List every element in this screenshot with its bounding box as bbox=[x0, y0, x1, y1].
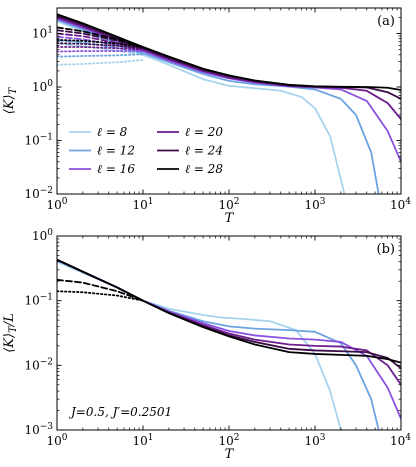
x-tick-label: 100 bbox=[46, 197, 67, 212]
y-tick-label: 10−1 bbox=[24, 133, 53, 148]
x-axis-label: T bbox=[225, 211, 235, 226]
x-tick-label: 101 bbox=[132, 433, 153, 448]
legend: ℓ = 8 ℓ = 12 ℓ = 16 ℓ = 20 ℓ = 24 ℓ = 28 bbox=[69, 125, 223, 176]
series-line-dotted-11 bbox=[57, 46, 144, 51]
x-tick-label: 101 bbox=[132, 197, 153, 212]
series-line-solid-5 bbox=[57, 258, 401, 364]
series-line-dashed-6 bbox=[57, 278, 144, 302]
series-group bbox=[57, 13, 401, 194]
legend-label: ℓ = 12 bbox=[97, 144, 135, 158]
panel-label: (a) bbox=[377, 14, 395, 29]
series-line-solid-4 bbox=[57, 258, 401, 370]
y-tick-label: 101 bbox=[32, 26, 53, 41]
series-line-dotted-5 bbox=[57, 53, 144, 58]
panel-b: 100 101 102 103 104 10−3 10−2 10−1 100 T ⟨K⟩T/L (b)… bbox=[2, 228, 411, 462]
x-tick-label: 104 bbox=[390, 433, 411, 448]
x-tick-label: 104 bbox=[390, 197, 411, 212]
series-group bbox=[57, 258, 401, 430]
series-line-solid-15 bbox=[57, 13, 401, 91]
series-line-solid-3 bbox=[57, 258, 401, 386]
x-axis-label: T bbox=[225, 447, 235, 462]
series-line-dashed-1 bbox=[57, 42, 144, 56]
x-tick-label: 100 bbox=[46, 433, 67, 448]
y-tick-label: 100 bbox=[32, 79, 53, 94]
parameter-annotation: J=0.5, J′=0.2501 bbox=[68, 405, 172, 419]
y-tick-label: 10−2 bbox=[24, 357, 53, 372]
series-line-dotted-2 bbox=[57, 59, 144, 66]
legend-label: ℓ = 16 bbox=[97, 162, 135, 176]
legend-label: ℓ = 8 bbox=[97, 125, 128, 139]
series-line-dotted-17 bbox=[57, 39, 144, 48]
series-line-solid-0 bbox=[57, 20, 346, 194]
y-tick-label: 10−3 bbox=[24, 422, 53, 437]
x-tick-label: 103 bbox=[304, 433, 325, 448]
y-tick-label: 10−2 bbox=[24, 186, 53, 201]
series-line-dotted-14 bbox=[57, 42, 144, 50]
legend-label: ℓ = 28 bbox=[185, 162, 223, 176]
y-tick-label: 100 bbox=[32, 228, 53, 243]
series-line-dotted-8 bbox=[57, 50, 144, 53]
y-axis-label: ⟨K⟩T bbox=[2, 86, 19, 114]
y-tick-label: 10−1 bbox=[24, 293, 53, 308]
y-axis-label: ⟨K⟩T/L bbox=[2, 313, 19, 353]
series-line-dashed-16 bbox=[57, 26, 144, 48]
panel-label: (b) bbox=[377, 242, 395, 257]
panel-a: 100 101 102 103 104 10−2 10−1 100 101 T ⟨K⟩T (a) ℓ =… bbox=[2, 7, 411, 226]
x-tick-label: 102 bbox=[218, 433, 239, 448]
x-tick-label: 103 bbox=[304, 197, 325, 212]
legend-label: ℓ = 24 bbox=[185, 144, 223, 158]
legend-label: ℓ = 20 bbox=[185, 125, 223, 139]
series-line-dotted-7 bbox=[57, 290, 144, 302]
x-tick-label: 102 bbox=[218, 197, 239, 212]
